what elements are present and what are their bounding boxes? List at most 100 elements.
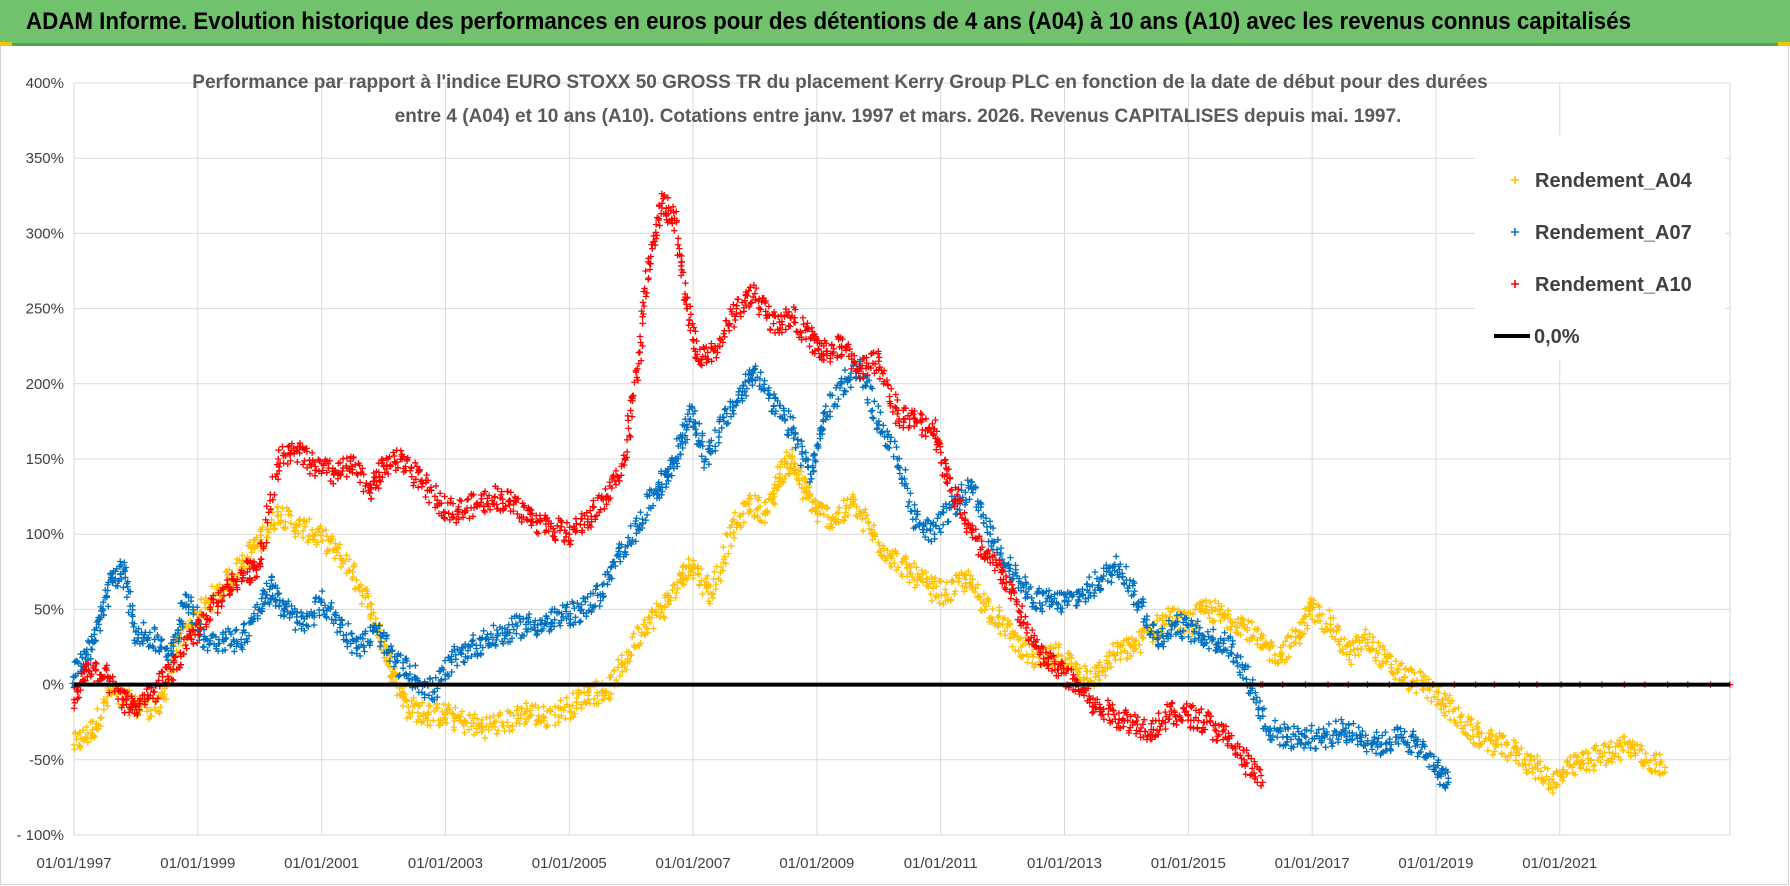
data-point <box>1024 659 1031 666</box>
data-point <box>1577 765 1584 772</box>
data-point <box>844 511 852 519</box>
data-point <box>1326 607 1333 614</box>
data-point <box>317 532 325 539</box>
data-point <box>214 609 221 617</box>
data-point <box>360 488 367 495</box>
data-point <box>806 343 813 350</box>
data-point <box>616 672 624 680</box>
data-point <box>195 631 203 639</box>
data-point <box>496 709 504 717</box>
data-point <box>725 327 733 334</box>
data-point <box>440 700 447 708</box>
data-point <box>636 348 644 356</box>
data-point <box>727 542 735 550</box>
data-point-anchor <box>275 508 282 515</box>
x-tick-label: 01/01/2017 <box>1275 855 1350 872</box>
data-point <box>100 706 108 713</box>
data-point <box>328 599 335 607</box>
data-point <box>363 588 371 595</box>
data-point <box>623 448 631 456</box>
y-tick-label: -50% <box>29 752 64 769</box>
data-point <box>580 595 587 602</box>
data-point <box>725 550 732 557</box>
data-point <box>532 721 540 728</box>
data-point <box>672 594 679 602</box>
data-point <box>618 652 625 659</box>
data-point <box>535 712 542 719</box>
data-point <box>1248 618 1256 626</box>
data-point <box>1368 746 1376 753</box>
data-point <box>402 697 410 704</box>
data-point <box>811 496 819 504</box>
data-point <box>1322 620 1330 627</box>
data-point <box>294 458 301 466</box>
data-point <box>788 446 796 453</box>
data-point <box>698 577 705 584</box>
x-tick-label: 01/01/2013 <box>1027 855 1102 872</box>
data-point <box>636 333 644 340</box>
data-point <box>310 621 318 629</box>
data-point <box>711 568 718 575</box>
series-rendement-a10 <box>70 190 1266 790</box>
data-point <box>631 644 638 651</box>
data-point <box>771 481 778 488</box>
data-point <box>886 393 893 400</box>
data-point <box>628 651 635 659</box>
data-point <box>993 546 1001 553</box>
data-point <box>238 552 246 559</box>
data-point <box>876 375 884 382</box>
data-point <box>513 707 520 714</box>
data-point <box>294 530 302 537</box>
data-point <box>623 666 630 673</box>
data-point <box>576 618 583 626</box>
data-point <box>689 336 696 343</box>
data-point <box>1329 739 1337 747</box>
data-point <box>329 535 337 543</box>
data-point <box>626 658 633 665</box>
data-point-anchor <box>1092 673 1099 681</box>
y-tick-label: 100% <box>26 526 64 543</box>
data-point <box>571 605 578 612</box>
data-point <box>577 688 584 696</box>
y-tick-label: - 100% <box>16 827 64 844</box>
data-point <box>799 495 806 503</box>
data-point <box>480 627 487 635</box>
data-point <box>717 577 724 585</box>
y-tick-label: 250% <box>26 301 64 318</box>
data-point <box>271 525 278 532</box>
data-point <box>879 370 887 377</box>
data-point-anchor <box>1457 719 1464 726</box>
data-point <box>425 499 433 506</box>
data-point <box>1355 724 1362 731</box>
data-point <box>1307 727 1315 735</box>
data-point <box>1334 738 1342 746</box>
data-point <box>346 567 353 574</box>
chart-title-line2: entre 4 (A04) et 10 ans (A10). Cotations… <box>395 106 1402 127</box>
data-point <box>678 259 685 266</box>
data-point <box>696 420 703 427</box>
data-point <box>661 614 668 622</box>
data-point <box>1355 651 1362 659</box>
data-point <box>151 704 159 712</box>
data-point <box>216 581 223 588</box>
data-point <box>871 398 878 405</box>
data-point <box>509 722 516 729</box>
data-point <box>785 322 793 329</box>
data-point <box>336 541 343 548</box>
data-point <box>145 643 152 650</box>
data-point <box>630 630 637 637</box>
data-point <box>673 579 681 586</box>
data-point <box>769 489 776 497</box>
data-point <box>391 452 398 460</box>
data-point <box>641 616 648 624</box>
data-point <box>934 515 941 522</box>
data-point <box>557 697 564 704</box>
data-point <box>407 713 414 721</box>
data-point <box>625 425 632 432</box>
data-point <box>329 547 336 554</box>
data-point <box>306 515 313 523</box>
data-point <box>907 490 914 497</box>
data-point <box>969 489 977 496</box>
data-point <box>397 447 405 454</box>
y-axis-ticks: 400%350%300%250%200%150%100%50%0%-50%- 1… <box>16 75 64 844</box>
